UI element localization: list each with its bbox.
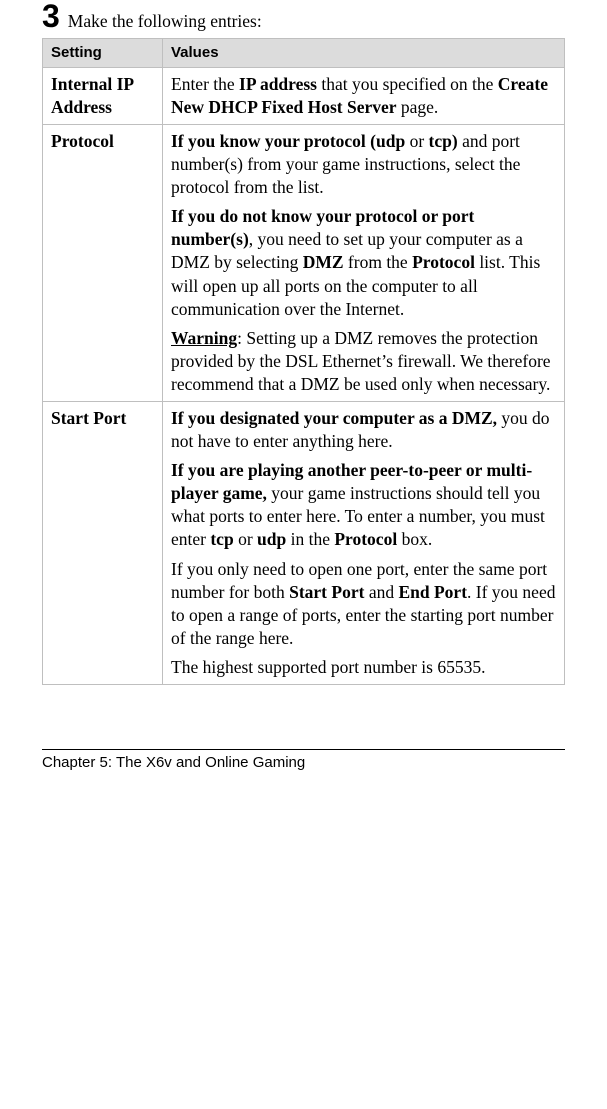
paragraph: If you only need to open one port, enter… <box>171 558 556 650</box>
step-text: Make the following entries: <box>68 5 262 32</box>
table-row: Protocol If you know your protocol (udp … <box>43 124 565 401</box>
setting-name-protocol: Protocol <box>43 124 163 401</box>
setting-value-internal-ip: Enter the IP address that you specified … <box>163 67 565 124</box>
setting-value-start-port: If you designated your computer as a DMZ… <box>163 402 565 685</box>
settings-table: Setting Values Internal IP Address Enter… <box>42 38 565 685</box>
footer-chapter: Chapter 5: The X6v and Online Gaming <box>0 754 607 787</box>
paragraph: Warning: Setting up a DMZ removes the pr… <box>171 327 556 396</box>
paragraph: If you know your protocol (udp or tcp) a… <box>171 130 556 199</box>
setting-value-protocol: If you know your protocol (udp or tcp) a… <box>163 124 565 401</box>
setting-name-start-port: Start Port <box>43 402 163 685</box>
footer-rule <box>42 749 565 750</box>
step-line: 3 Make the following entries: <box>42 0 565 32</box>
table-row: Internal IP Address Enter the IP address… <box>43 67 565 124</box>
paragraph: If you do not know your protocol or port… <box>171 205 556 320</box>
setting-name-internal-ip: Internal IP Address <box>43 67 163 124</box>
paragraph: The highest supported port number is 655… <box>171 656 556 679</box>
header-setting: Setting <box>43 39 163 68</box>
paragraph: Enter the IP address that you specified … <box>171 73 556 119</box>
header-values: Values <box>163 39 565 68</box>
step-number: 3 <box>42 0 60 32</box>
table-row: Start Port If you designated your comput… <box>43 402 565 685</box>
paragraph: If you are playing another peer-to-peer … <box>171 459 556 551</box>
paragraph: If you designated your computer as a DMZ… <box>171 407 556 453</box>
